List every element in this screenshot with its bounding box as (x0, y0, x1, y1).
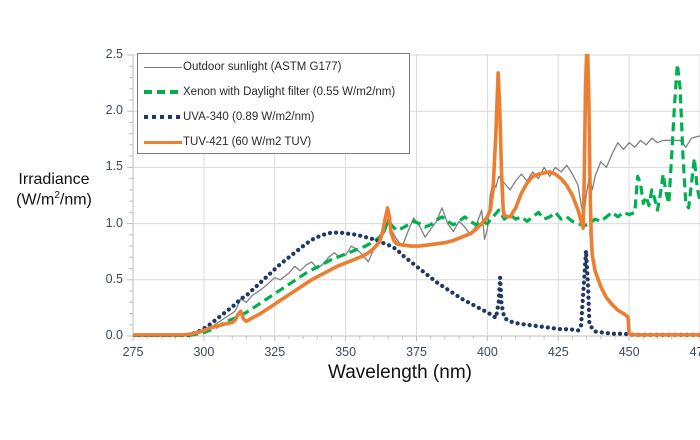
legend-key-solid-gray-icon (143, 61, 183, 73)
y-axis-tick-label: 0.0 (105, 328, 123, 342)
x-axis-tick-label: 275 (122, 345, 144, 359)
legend-item-tuv-421: TUV-421 (60 W/m2 TUV) (138, 129, 409, 154)
y-axis-tick-label: 0.5 (105, 271, 123, 286)
y-axis-unit-sup: 2 (54, 190, 60, 201)
x-axis-tick-label: 350 (335, 345, 357, 359)
legend-key-solid-orange-icon (143, 136, 183, 148)
y-axis-tick-label: 1.0 (105, 215, 123, 230)
x-axis-tick-label: 475 (689, 345, 700, 359)
legend-label-tuv-421: TUV-421 (60 W/m2 TUV) (183, 135, 312, 148)
x-axis-tick-label: 450 (618, 345, 640, 359)
x-axis-title: Wavelength (nm) (328, 362, 472, 383)
y-axis-title-line1: Irradiance (18, 171, 90, 188)
y-axis-title: Irradiance (W/m2/nm) (2, 170, 106, 210)
y-axis-tick-label: 2.5 (105, 47, 123, 61)
legend-label-xenon-daylight: Xenon with Daylight filter (0.55 W/m2/nm… (183, 85, 396, 98)
legend-label-uva-340: UVA-340 (0.89 W/m2/nm) (183, 110, 315, 123)
legend-key-dotted-navy-icon (143, 111, 183, 123)
x-axis-tick-label: 300 (193, 345, 215, 359)
y-axis-tick-label: 1.5 (105, 159, 123, 174)
legend-key-dashed-green-icon (143, 86, 183, 98)
y-axis-title-line2: (W/m2/nm) (2, 190, 106, 210)
legend-label-outdoor-sunlight: Outdoor sunlight (ASTM G177) (183, 60, 342, 73)
legend-item-outdoor-sunlight: Outdoor sunlight (ASTM G177) (138, 54, 409, 79)
chart-legend: Outdoor sunlight (ASTM G177) Xenon with … (137, 53, 410, 154)
y-axis-tick-label: 2.0 (105, 103, 123, 118)
x-axis-tick-label: 425 (547, 345, 569, 359)
x-axis-tick-label: 400 (476, 345, 498, 359)
x-axis-tick-label: 325 (264, 345, 286, 359)
legend-item-uva-340: UVA-340 (0.89 W/m2/nm) (138, 104, 409, 129)
x-axis-tick-label: 375 (406, 345, 427, 359)
legend-item-xenon-daylight: Xenon with Daylight filter (0.55 W/m2/nm… (138, 79, 409, 104)
y-axis-unit-post: /nm) (59, 191, 92, 209)
y-axis-unit-pre: (W/m (16, 191, 55, 209)
